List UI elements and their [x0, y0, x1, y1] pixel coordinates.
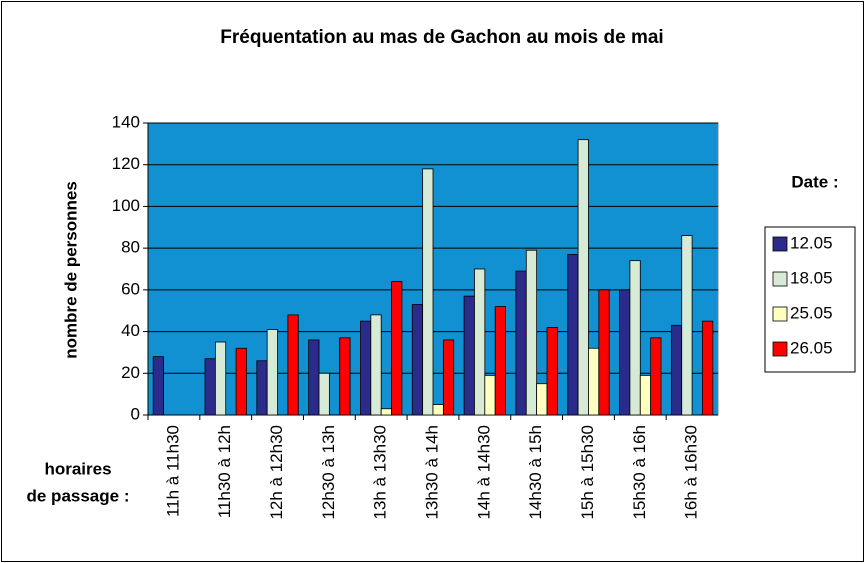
legend-label: 25.05: [790, 303, 833, 322]
y-tick-label: 40: [121, 321, 140, 340]
y-tick-label: 140: [112, 112, 140, 131]
legend-label: 18.05: [790, 268, 833, 287]
bar: [702, 320, 714, 416]
x-axis-label: de passage :: [27, 486, 130, 505]
bar: [619, 289, 631, 416]
y-tick-label: 20: [121, 363, 140, 382]
y-axis-label: nombre de personnes: [61, 181, 80, 359]
bar: [577, 139, 589, 416]
bar: [474, 268, 486, 416]
bar: [567, 253, 579, 416]
bar: [525, 249, 538, 416]
bar: [370, 314, 382, 416]
bar: [629, 260, 641, 416]
bar: [391, 281, 403, 416]
x-tick-label: 12h30 à 13h: [319, 425, 338, 520]
x-tick-label: 13h à 13h30: [371, 425, 390, 520]
bar: [494, 306, 506, 416]
x-axis-label: horaires: [44, 459, 111, 478]
chart-title: Fréquentation au mas de Gachon au mois d…: [220, 27, 663, 48]
y-tick-label: 80: [121, 238, 140, 257]
x-tick-label: 15h30 à 16h: [630, 425, 649, 520]
x-tick-label: 14h à 14h30: [474, 425, 493, 520]
bar: [463, 295, 475, 416]
x-tick-label: 14h30 à 15h: [526, 425, 545, 520]
x-tick-label: 13h30 à 14h: [422, 425, 441, 520]
bar: [235, 347, 247, 416]
bar: [588, 347, 600, 416]
bar: [360, 320, 372, 416]
bar: [380, 408, 392, 416]
bar: [650, 337, 662, 416]
bar: [339, 337, 351, 416]
y-tick-label: 120: [112, 154, 140, 173]
bar: [681, 235, 693, 416]
legend-swatch: [772, 306, 788, 322]
x-tick-label: 15h à 15h30: [578, 425, 597, 520]
bar: [422, 168, 434, 416]
bar: [287, 314, 299, 416]
bar: [639, 374, 652, 416]
legend-title: Date :: [791, 172, 838, 191]
legend-label: 26.05: [790, 338, 833, 357]
bar: [411, 304, 424, 416]
bar: [204, 358, 216, 416]
bar: [442, 339, 455, 416]
x-tick-label: 11h30 à 12h: [215, 425, 234, 518]
bar: [152, 356, 164, 416]
x-tick-label: 12h à 12h30: [267, 425, 286, 520]
bar: [432, 404, 444, 416]
bar: [308, 339, 320, 416]
x-tick-label: 11h à 11h30: [163, 425, 182, 517]
bar: [598, 289, 610, 416]
bar: [670, 324, 683, 416]
y-tick-label: 0: [131, 404, 140, 423]
bar: [214, 341, 227, 416]
bar: [546, 326, 558, 416]
legend-swatch: [772, 341, 788, 357]
bar: [484, 374, 496, 416]
legend-swatch: [772, 236, 788, 252]
bar: [266, 329, 278, 416]
bar: [515, 270, 527, 416]
bar: [536, 383, 548, 416]
bar: [256, 360, 268, 416]
bar: [318, 372, 330, 416]
legend-label: 12.05: [790, 233, 833, 252]
y-tick-label: 100: [112, 196, 140, 215]
x-tick-label: 16h à 16h30: [682, 425, 701, 520]
y-tick-label: 60: [121, 279, 140, 298]
legend-swatch: [772, 271, 788, 287]
